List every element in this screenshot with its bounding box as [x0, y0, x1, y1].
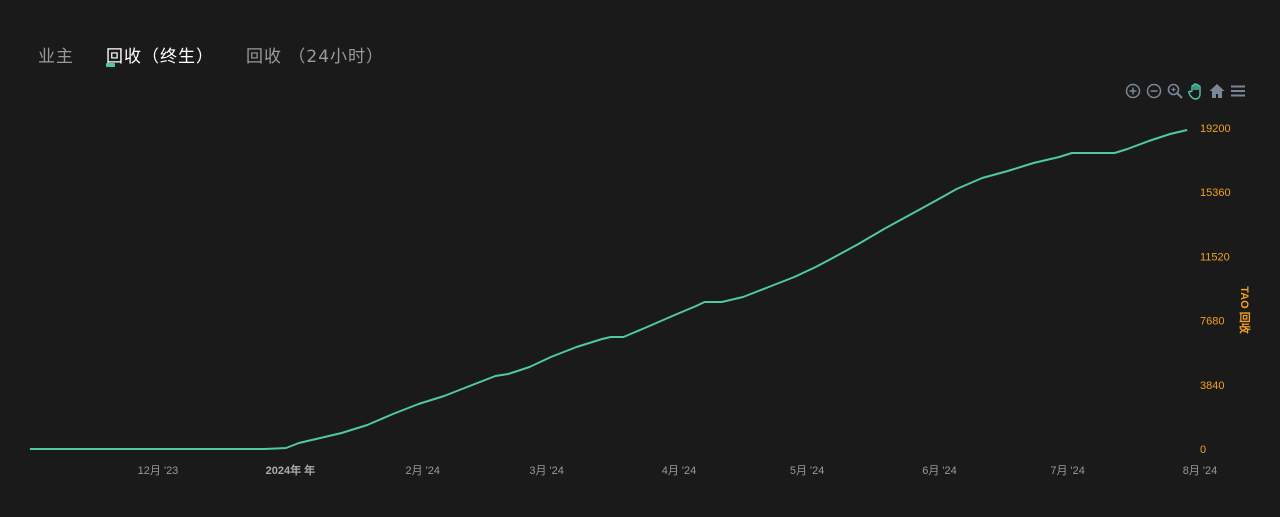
x-tick-label: 2月 '24	[406, 465, 441, 477]
x-tick-label: 6月 '24	[922, 465, 957, 477]
y-tick-label: 19200	[1200, 123, 1231, 135]
tab-owner[interactable]: 业主	[38, 47, 74, 67]
y-tick-label: 7680	[1200, 316, 1224, 328]
x-tick-label: 4月 '24	[662, 465, 697, 477]
tab-recycled-lifetime[interactable]: 回收（终生）	[106, 42, 214, 67]
tab-recycled-24h[interactable]: 回收 （24小时）	[246, 47, 385, 67]
y-tick-label: 3840	[1200, 380, 1224, 392]
y-tick-label: 15360	[1200, 187, 1231, 199]
x-tick-label: 3月 '24	[529, 465, 564, 477]
x-tick-label: 2024年 年	[266, 463, 316, 477]
zoom-in-icon[interactable]	[1124, 82, 1142, 100]
home-reset-icon[interactable]	[1208, 82, 1226, 100]
pan-hand-icon[interactable]	[1187, 82, 1205, 100]
chart-toolbar	[1124, 82, 1247, 100]
x-tick-label: 7月 '24	[1050, 465, 1085, 477]
y-tick-label: 0	[1200, 444, 1206, 456]
zoom-out-icon[interactable]	[1145, 82, 1163, 100]
tab-bar: 业主 回收（终生） 回收 （24小时）	[38, 42, 416, 67]
x-tick-label: 12月 '23	[138, 465, 179, 477]
y-tick-label: 11520	[1200, 251, 1230, 263]
series-line	[29, 129, 1188, 450]
magnifier-zoom-icon[interactable]	[1166, 82, 1184, 100]
menu-icon[interactable]	[1229, 82, 1247, 100]
x-tick-label: 5月 '24	[790, 465, 825, 477]
y-axis-title: TAO 回收	[1238, 286, 1252, 333]
x-tick-label: 8月 '24	[1183, 465, 1218, 477]
